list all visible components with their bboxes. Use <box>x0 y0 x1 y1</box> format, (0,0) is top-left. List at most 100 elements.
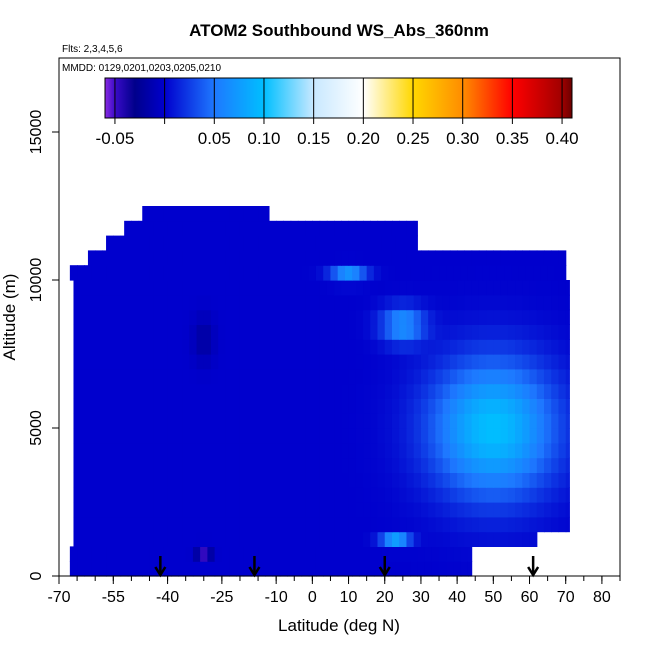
heatmap-cell <box>232 220 241 237</box>
heatmap-cell <box>80 457 89 473</box>
heatmap-cell <box>522 487 531 503</box>
heatmap-cell <box>200 235 208 251</box>
heatmap-cell <box>232 294 241 311</box>
heatmap-cell <box>225 413 234 429</box>
heatmap-cell <box>138 339 147 355</box>
heatmap-cell <box>355 354 364 370</box>
heatmap-cell <box>283 472 292 488</box>
x-tick-label: 30 <box>412 589 430 606</box>
heatmap-cell <box>120 235 129 251</box>
heatmap-cell <box>558 487 567 503</box>
heatmap-cell <box>334 339 342 355</box>
heatmap-cell <box>167 413 176 429</box>
heatmap-cell <box>167 324 176 340</box>
heatmap-cell <box>305 413 313 429</box>
heatmap-cell <box>370 368 379 385</box>
heatmap-cell <box>189 531 198 547</box>
heatmap-cell <box>182 383 190 399</box>
heatmap-cell <box>102 472 111 488</box>
heatmap-cell <box>102 324 111 340</box>
heatmap-cell <box>464 413 473 429</box>
heatmap-cell <box>189 324 198 340</box>
heatmap-cell <box>232 309 241 325</box>
heatmap-cell <box>203 339 212 355</box>
heatmap-cell <box>326 309 335 325</box>
heatmap-cell <box>536 428 545 444</box>
heatmap-cell <box>384 442 393 459</box>
heatmap-cell <box>254 354 263 370</box>
heatmap-cell <box>297 383 306 399</box>
heatmap-cell <box>399 250 408 266</box>
heatmap-cell <box>326 220 335 237</box>
heatmap-cell <box>305 294 313 311</box>
flights-subtitle: Flts: 2,3,4,5,6 <box>62 44 123 55</box>
heatmap-cell <box>239 487 248 503</box>
heatmap-cell <box>116 487 125 503</box>
heatmap-cell <box>153 531 161 547</box>
heatmap-cell <box>529 294 538 311</box>
heatmap-cell <box>102 413 111 429</box>
heatmap-cell <box>471 516 480 533</box>
heatmap-cell <box>543 502 552 518</box>
heatmap-cell <box>77 561 85 577</box>
heatmap-cell <box>486 280 494 296</box>
heatmap-cell <box>406 220 415 237</box>
heatmap-cell <box>73 487 82 503</box>
heatmap-cell <box>377 220 386 237</box>
heatmap-cell <box>258 235 266 251</box>
heatmap-cell <box>493 339 502 355</box>
heatmap-cell <box>290 220 299 237</box>
heatmap-cell <box>254 383 263 399</box>
x-tick-label: 70 <box>557 589 575 606</box>
heatmap-cell <box>460 265 469 281</box>
heatmap-cell <box>287 561 295 577</box>
heatmap-cell <box>551 487 560 503</box>
heatmap-cell <box>221 206 230 222</box>
heatmap-cell <box>522 516 531 533</box>
heatmap-cell <box>334 354 342 370</box>
heatmap-cell <box>153 487 161 503</box>
heatmap-cell <box>363 339 371 355</box>
heatmap-cell <box>145 502 154 518</box>
heatmap-cell <box>442 457 451 473</box>
heatmap-cell <box>522 294 531 311</box>
heatmap-cell <box>500 383 509 399</box>
heatmap-cell <box>160 250 169 266</box>
heatmap-cell <box>413 309 422 325</box>
heatmap-cell <box>543 354 552 370</box>
heatmap-cell <box>384 398 393 414</box>
heatmap-cell <box>420 309 429 325</box>
heatmap-cell <box>124 383 132 399</box>
x-tick-label: 40 <box>448 589 466 606</box>
heatmap-cell <box>442 442 451 459</box>
heatmap-cell <box>272 235 281 251</box>
heatmap-cell <box>352 546 361 562</box>
heatmap-cell <box>457 398 465 414</box>
heatmap-cell <box>211 280 219 296</box>
heatmap-cell <box>138 413 147 429</box>
heatmap-cell <box>185 235 194 251</box>
heatmap-cell <box>268 339 277 355</box>
heatmap-cell <box>102 294 111 311</box>
heatmap-cell <box>127 235 136 251</box>
heatmap-cell <box>87 398 96 414</box>
heatmap-cell <box>116 472 125 488</box>
heatmap-cell <box>449 383 458 399</box>
heatmap-cell <box>124 398 132 414</box>
heatmap-cell <box>203 383 212 399</box>
heatmap-cell <box>106 546 114 562</box>
heatmap-cell <box>138 502 147 518</box>
heatmap-cell <box>211 220 219 237</box>
heatmap-cell <box>174 516 183 533</box>
heatmap-cell <box>478 294 487 311</box>
heatmap-cell <box>160 280 169 296</box>
heatmap-cell <box>276 457 284 473</box>
heatmap-cell <box>420 294 429 311</box>
heatmap-cell <box>301 546 310 562</box>
heatmap-cell <box>413 531 422 547</box>
heatmap-cell <box>247 516 256 533</box>
heatmap-cell <box>283 309 292 325</box>
heatmap-cell <box>471 413 480 429</box>
heatmap-cell <box>261 502 270 518</box>
heatmap-cell <box>529 516 538 533</box>
